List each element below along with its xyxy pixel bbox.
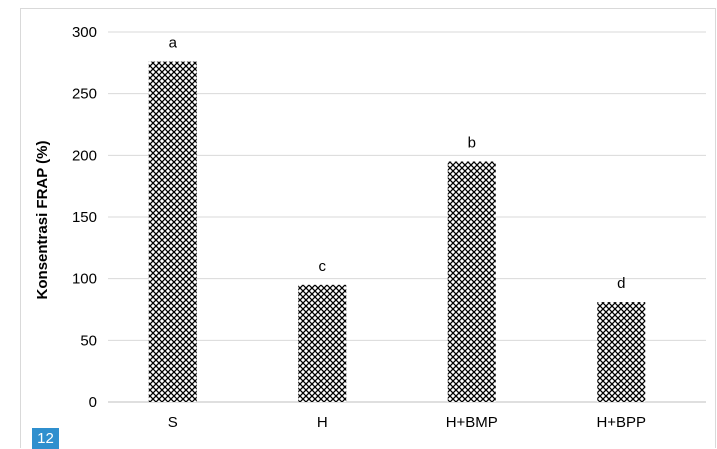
data-label: d bbox=[617, 275, 625, 292]
y-tick-labels: 0 50 100 150 200 250 300 bbox=[72, 24, 97, 411]
x-tick-label: H+BPP bbox=[596, 414, 646, 431]
x-tick-labels: S H H+BMP H+BPP bbox=[168, 414, 646, 431]
bar bbox=[597, 302, 646, 402]
y-axis-title: Konsentrasi FRAP (%) bbox=[34, 141, 51, 300]
x-tick-label: H bbox=[317, 414, 328, 431]
y-tick-label: 50 bbox=[80, 332, 97, 349]
x-tick-label: S bbox=[168, 414, 178, 431]
y-tick-label: 100 bbox=[72, 271, 97, 288]
y-tick-label: 200 bbox=[72, 147, 97, 164]
data-label: a bbox=[169, 35, 178, 52]
grid-lines bbox=[108, 31, 706, 403]
bar bbox=[298, 284, 347, 402]
bars bbox=[148, 61, 646, 402]
y-tick-label: 0 bbox=[89, 394, 97, 411]
data-label: c bbox=[319, 258, 327, 275]
y-tick-label: 300 bbox=[72, 24, 97, 41]
y-tick-label: 150 bbox=[72, 209, 97, 226]
bar bbox=[447, 161, 496, 402]
y-tick-label: 250 bbox=[72, 86, 97, 103]
data-label: b bbox=[468, 135, 476, 152]
page-number-badge: 12 bbox=[32, 428, 59, 449]
x-tick-label: H+BMP bbox=[446, 414, 498, 431]
chart-frame bbox=[20, 8, 716, 448]
bar bbox=[148, 61, 197, 402]
data-labels: a c b d bbox=[169, 35, 626, 293]
